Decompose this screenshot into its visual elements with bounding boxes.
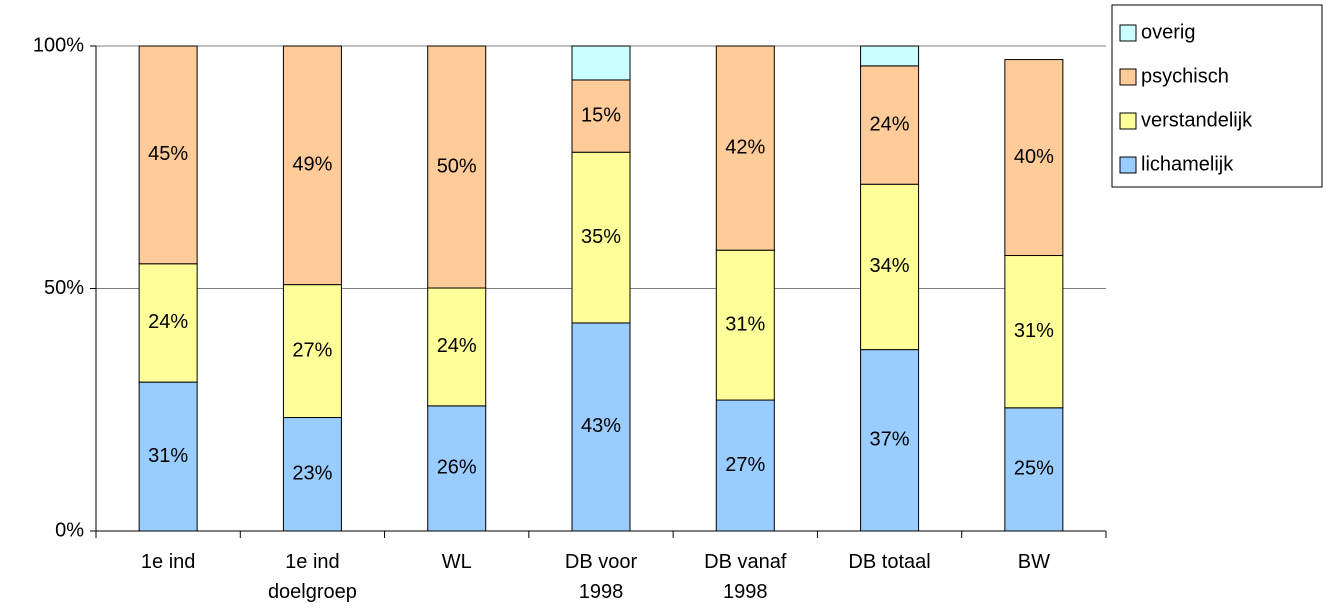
x-tick-label: DB vanaf 1998 xyxy=(704,551,787,603)
data-label: 31% xyxy=(725,313,765,335)
legend-box xyxy=(1111,4,1323,188)
data-label: 37% xyxy=(870,429,910,451)
data-label: 34% xyxy=(870,255,910,277)
data-label: 27% xyxy=(725,454,765,476)
x-tick-label: DB totaal xyxy=(848,551,931,573)
x-tick-label: 1e ind xyxy=(140,551,196,573)
bar-segment xyxy=(1004,255,1064,409)
bar-segment xyxy=(138,381,198,532)
data-label: 40% xyxy=(1014,146,1054,168)
data-label: 24% xyxy=(437,335,477,357)
bar-segment xyxy=(282,417,342,532)
data-label: 23% xyxy=(292,463,332,485)
data-label: 45% xyxy=(148,143,188,165)
bar-segment xyxy=(715,399,775,532)
data-label: 43% xyxy=(581,415,621,437)
bar-segment xyxy=(282,284,342,419)
legend-label: verstandelijk xyxy=(1141,109,1253,131)
x-tick-label: BW xyxy=(1017,551,1050,573)
data-label: 24% xyxy=(870,113,910,135)
bar-segment xyxy=(571,151,631,324)
legend-label: lichamelijk xyxy=(1141,153,1234,175)
legend-label: overig xyxy=(1141,21,1195,43)
legend-label: psychisch xyxy=(1141,65,1229,87)
y-tick-label: 100% xyxy=(33,34,84,56)
data-label: 25% xyxy=(1014,458,1054,480)
bar-segment xyxy=(282,45,342,286)
bar-segment xyxy=(138,263,198,383)
bar-segment xyxy=(860,65,920,185)
y-tick-label: 0% xyxy=(55,519,84,541)
data-label: 27% xyxy=(292,339,332,361)
bar-segment xyxy=(1004,59,1064,257)
legend-swatch xyxy=(1119,24,1137,42)
legend-swatch xyxy=(1119,156,1137,174)
data-label: 26% xyxy=(437,457,477,479)
data-label: 31% xyxy=(148,445,188,467)
bar-segment xyxy=(860,183,920,351)
data-label: 15% xyxy=(581,104,621,126)
data-label: 42% xyxy=(725,136,765,158)
legend-swatch xyxy=(1119,68,1137,86)
data-label: 24% xyxy=(148,311,188,333)
bar-segment xyxy=(715,45,775,251)
y-tick-label: 50% xyxy=(44,277,84,299)
bar-segment xyxy=(138,45,198,265)
x-tick-label: 1e ind doelgroep xyxy=(267,551,357,603)
bar-segment xyxy=(1004,407,1064,532)
bar-segment xyxy=(427,287,487,407)
bar-segment xyxy=(571,79,631,153)
bar-segment xyxy=(427,45,487,289)
bar-segment xyxy=(715,249,775,401)
bar-segment xyxy=(860,349,920,532)
x-tick-label: WL xyxy=(441,551,472,573)
bar-segment xyxy=(571,322,631,532)
bar-segment xyxy=(571,45,631,81)
x-tick-label: DB voor 1998 xyxy=(564,551,638,603)
bar-segment xyxy=(860,45,920,67)
data-label: 35% xyxy=(581,226,621,248)
data-label: 31% xyxy=(1014,320,1054,342)
data-label: 49% xyxy=(292,154,332,176)
data-label: 50% xyxy=(437,155,477,177)
legend-swatch xyxy=(1119,112,1137,130)
